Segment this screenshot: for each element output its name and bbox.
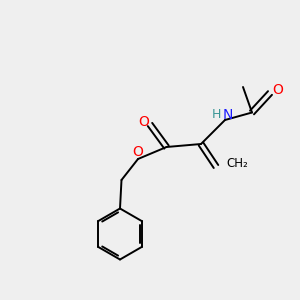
Text: O: O [138,115,149,128]
Text: O: O [133,146,143,159]
Text: O: O [272,83,283,97]
Text: H: H [211,108,221,121]
Text: N: N [223,108,233,122]
Text: CH₂: CH₂ [226,157,248,170]
